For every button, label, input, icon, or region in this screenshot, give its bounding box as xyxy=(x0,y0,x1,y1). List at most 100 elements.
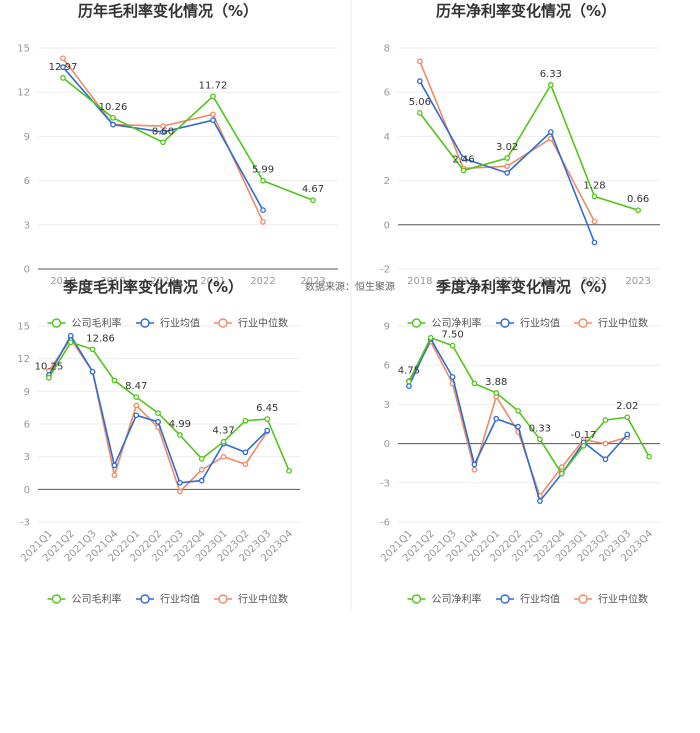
quarterly-gross-industry_median-point[interactable] xyxy=(242,461,249,468)
quarterly-net-legend-item[interactable]: 行业均值 xyxy=(520,317,560,330)
quarterly-net-company-point[interactable] xyxy=(646,453,652,460)
quarterly-gross-legend-item[interactable]: 公司毛利率 xyxy=(72,593,122,606)
annual-gross-industry_median-point[interactable] xyxy=(60,55,66,62)
annual-gross-industry_avg-point[interactable] xyxy=(110,121,116,128)
annual-gross-company-point[interactable] xyxy=(210,93,216,100)
quarterly-gross-company-point[interactable] xyxy=(286,467,292,474)
quarterly-net-legend-marker[interactable] xyxy=(500,318,510,328)
quarterly-net-company-point[interactable] xyxy=(427,334,434,341)
quarterly-net-industry_avg-point[interactable] xyxy=(449,374,456,380)
quarterly-gross-legend-item[interactable]: 行业均值 xyxy=(160,593,200,606)
quarterly-net-legend-item[interactable]: 公司净利率 xyxy=(432,593,482,606)
annual-gross-company-point[interactable] xyxy=(160,139,166,146)
quarterly-net-company-point[interactable] xyxy=(493,390,500,396)
quarterly-net-company-point[interactable] xyxy=(471,380,478,387)
quarterly-net-legend-marker[interactable] xyxy=(411,318,422,328)
quarterly-net-legend-item[interactable]: 公司净利率 xyxy=(432,317,482,330)
quarterly-net-legend-item[interactable]: 行业中位数 xyxy=(598,317,648,330)
quarterly-net-company-point[interactable] xyxy=(624,414,631,421)
quarterly-gross-industry_avg-point[interactable] xyxy=(67,332,74,339)
quarterly-net-legend-marker[interactable] xyxy=(411,594,422,604)
quarterly-gross-legend-marker[interactable] xyxy=(140,318,150,328)
annual-net-industry_median-point[interactable] xyxy=(591,218,598,225)
quarterly-gross-company-point[interactable] xyxy=(67,339,74,346)
annual-gross-company-point[interactable] xyxy=(60,75,66,81)
annual-gross-industry_median-point[interactable] xyxy=(260,219,266,225)
annual-net-company-point[interactable] xyxy=(591,193,598,200)
annual-net-industry_avg-point[interactable] xyxy=(547,129,554,135)
quarterly-gross-company-point[interactable] xyxy=(220,438,227,445)
quarterly-gross-legend-item[interactable]: 行业中位数 xyxy=(238,593,288,606)
quarterly-gross-company-point[interactable] xyxy=(89,346,96,353)
annual-gross-industry_avg-point[interactable] xyxy=(260,207,266,213)
annual-net-company-point[interactable] xyxy=(416,110,423,116)
quarterly-net-industry_median-point[interactable] xyxy=(471,466,478,473)
annual-gross-industry_avg-point[interactable] xyxy=(210,117,216,124)
quarterly-net-industry_avg-point[interactable] xyxy=(537,498,543,504)
quarterly-net-company-point[interactable] xyxy=(515,408,521,414)
quarterly-gross-company-point[interactable] xyxy=(133,394,140,400)
quarterly-gross-company-point[interactable] xyxy=(155,410,161,416)
quarterly-gross-industry_median-point[interactable] xyxy=(111,472,118,479)
quarterly-gross-industry_avg-point[interactable] xyxy=(264,427,271,434)
annual-gross-industry_avg-point[interactable] xyxy=(160,129,166,135)
quarterly-gross-company-point[interactable] xyxy=(264,416,271,422)
quarterly-gross-industry_avg-point[interactable] xyxy=(133,412,140,419)
quarterly-net-company-point[interactable] xyxy=(580,442,587,449)
quarterly-gross-legend-marker[interactable] xyxy=(218,594,228,604)
quarterly-net-company-point[interactable] xyxy=(558,470,565,477)
quarterly-net-legend-marker[interactable] xyxy=(578,318,588,328)
annual-net-industry_avg-point[interactable] xyxy=(504,170,511,176)
quarterly-net-industry_avg-point[interactable] xyxy=(515,423,521,430)
quarterly-gross-company-point[interactable] xyxy=(177,432,183,438)
quarterly-gross-industry_avg-point[interactable] xyxy=(111,462,118,469)
quarterly-net-industry_avg-point[interactable] xyxy=(493,415,500,422)
quarterly-net-company-point[interactable] xyxy=(602,417,609,423)
quarterly-gross-industry_median-point[interactable] xyxy=(198,466,205,473)
quarterly-net-legend-item[interactable]: 行业中位数 xyxy=(598,593,648,606)
quarterly-gross-industry_avg-point[interactable] xyxy=(198,477,205,484)
annual-net-company-point[interactable] xyxy=(504,155,511,161)
quarterly-gross-legend-marker[interactable] xyxy=(140,594,150,604)
annual-net-company-point[interactable] xyxy=(460,167,467,174)
annual-net-industry_median-point[interactable] xyxy=(504,163,511,170)
quarterly-net-legend-marker[interactable] xyxy=(578,594,588,604)
annual-gross-industry_median-point[interactable] xyxy=(160,123,166,129)
quarterly-net-industry_median-point[interactable] xyxy=(602,440,609,447)
quarterly-net-industry_avg-point[interactable] xyxy=(471,461,478,468)
quarterly-gross-industry_median-point[interactable] xyxy=(177,488,183,495)
quarterly-gross-legend-item[interactable]: 行业均值 xyxy=(160,317,200,330)
annual-gross-industry_avg-point[interactable] xyxy=(60,64,66,71)
quarterly-gross-industry_avg-point[interactable] xyxy=(242,449,249,456)
quarterly-net-company-point[interactable] xyxy=(537,436,543,443)
annual-gross-company-point[interactable] xyxy=(260,177,266,184)
quarterly-gross-industry_avg-point[interactable] xyxy=(155,418,161,425)
quarterly-net-industry_median-point[interactable] xyxy=(558,464,565,470)
quarterly-gross-company-point[interactable] xyxy=(46,374,52,381)
annual-net-industry_avg-point[interactable] xyxy=(460,155,467,162)
annual-net-industry_avg-point[interactable] xyxy=(416,78,423,85)
annual-net-industry_avg-point[interactable] xyxy=(591,239,598,246)
quarterly-net-industry_avg-point[interactable] xyxy=(624,431,631,438)
quarterly-gross-industry_median-point[interactable] xyxy=(133,402,140,409)
annual-net-industry_median-point[interactable] xyxy=(416,58,423,65)
annual-gross-company-point[interactable] xyxy=(110,114,116,121)
quarterly-net-legend-marker[interactable] xyxy=(500,594,510,604)
annual-gross-company-point[interactable] xyxy=(310,197,316,204)
annual-net-company-point[interactable] xyxy=(635,207,642,214)
quarterly-gross-industry_median-point[interactable] xyxy=(220,453,227,460)
annual-net-company-point[interactable] xyxy=(547,82,554,88)
quarterly-net-industry_avg-point[interactable] xyxy=(602,456,609,463)
quarterly-net-legend-item[interactable]: 行业均值 xyxy=(520,593,560,606)
quarterly-gross-legend-marker[interactable] xyxy=(51,318,62,328)
quarterly-gross-industry_avg-point[interactable] xyxy=(177,479,183,486)
quarterly-gross-industry_avg-point[interactable] xyxy=(89,368,96,375)
quarterly-gross-company-point[interactable] xyxy=(242,417,249,424)
quarterly-gross-company-point[interactable] xyxy=(198,455,205,462)
quarterly-net-industry_avg-point[interactable] xyxy=(406,383,412,389)
quarterly-net-company-point[interactable] xyxy=(406,378,412,385)
quarterly-gross-legend-item[interactable]: 公司毛利率 xyxy=(72,317,122,330)
quarterly-gross-legend-item[interactable]: 行业中位数 xyxy=(238,317,288,330)
quarterly-gross-company-point[interactable] xyxy=(111,377,118,384)
quarterly-gross-legend-marker[interactable] xyxy=(218,318,228,328)
